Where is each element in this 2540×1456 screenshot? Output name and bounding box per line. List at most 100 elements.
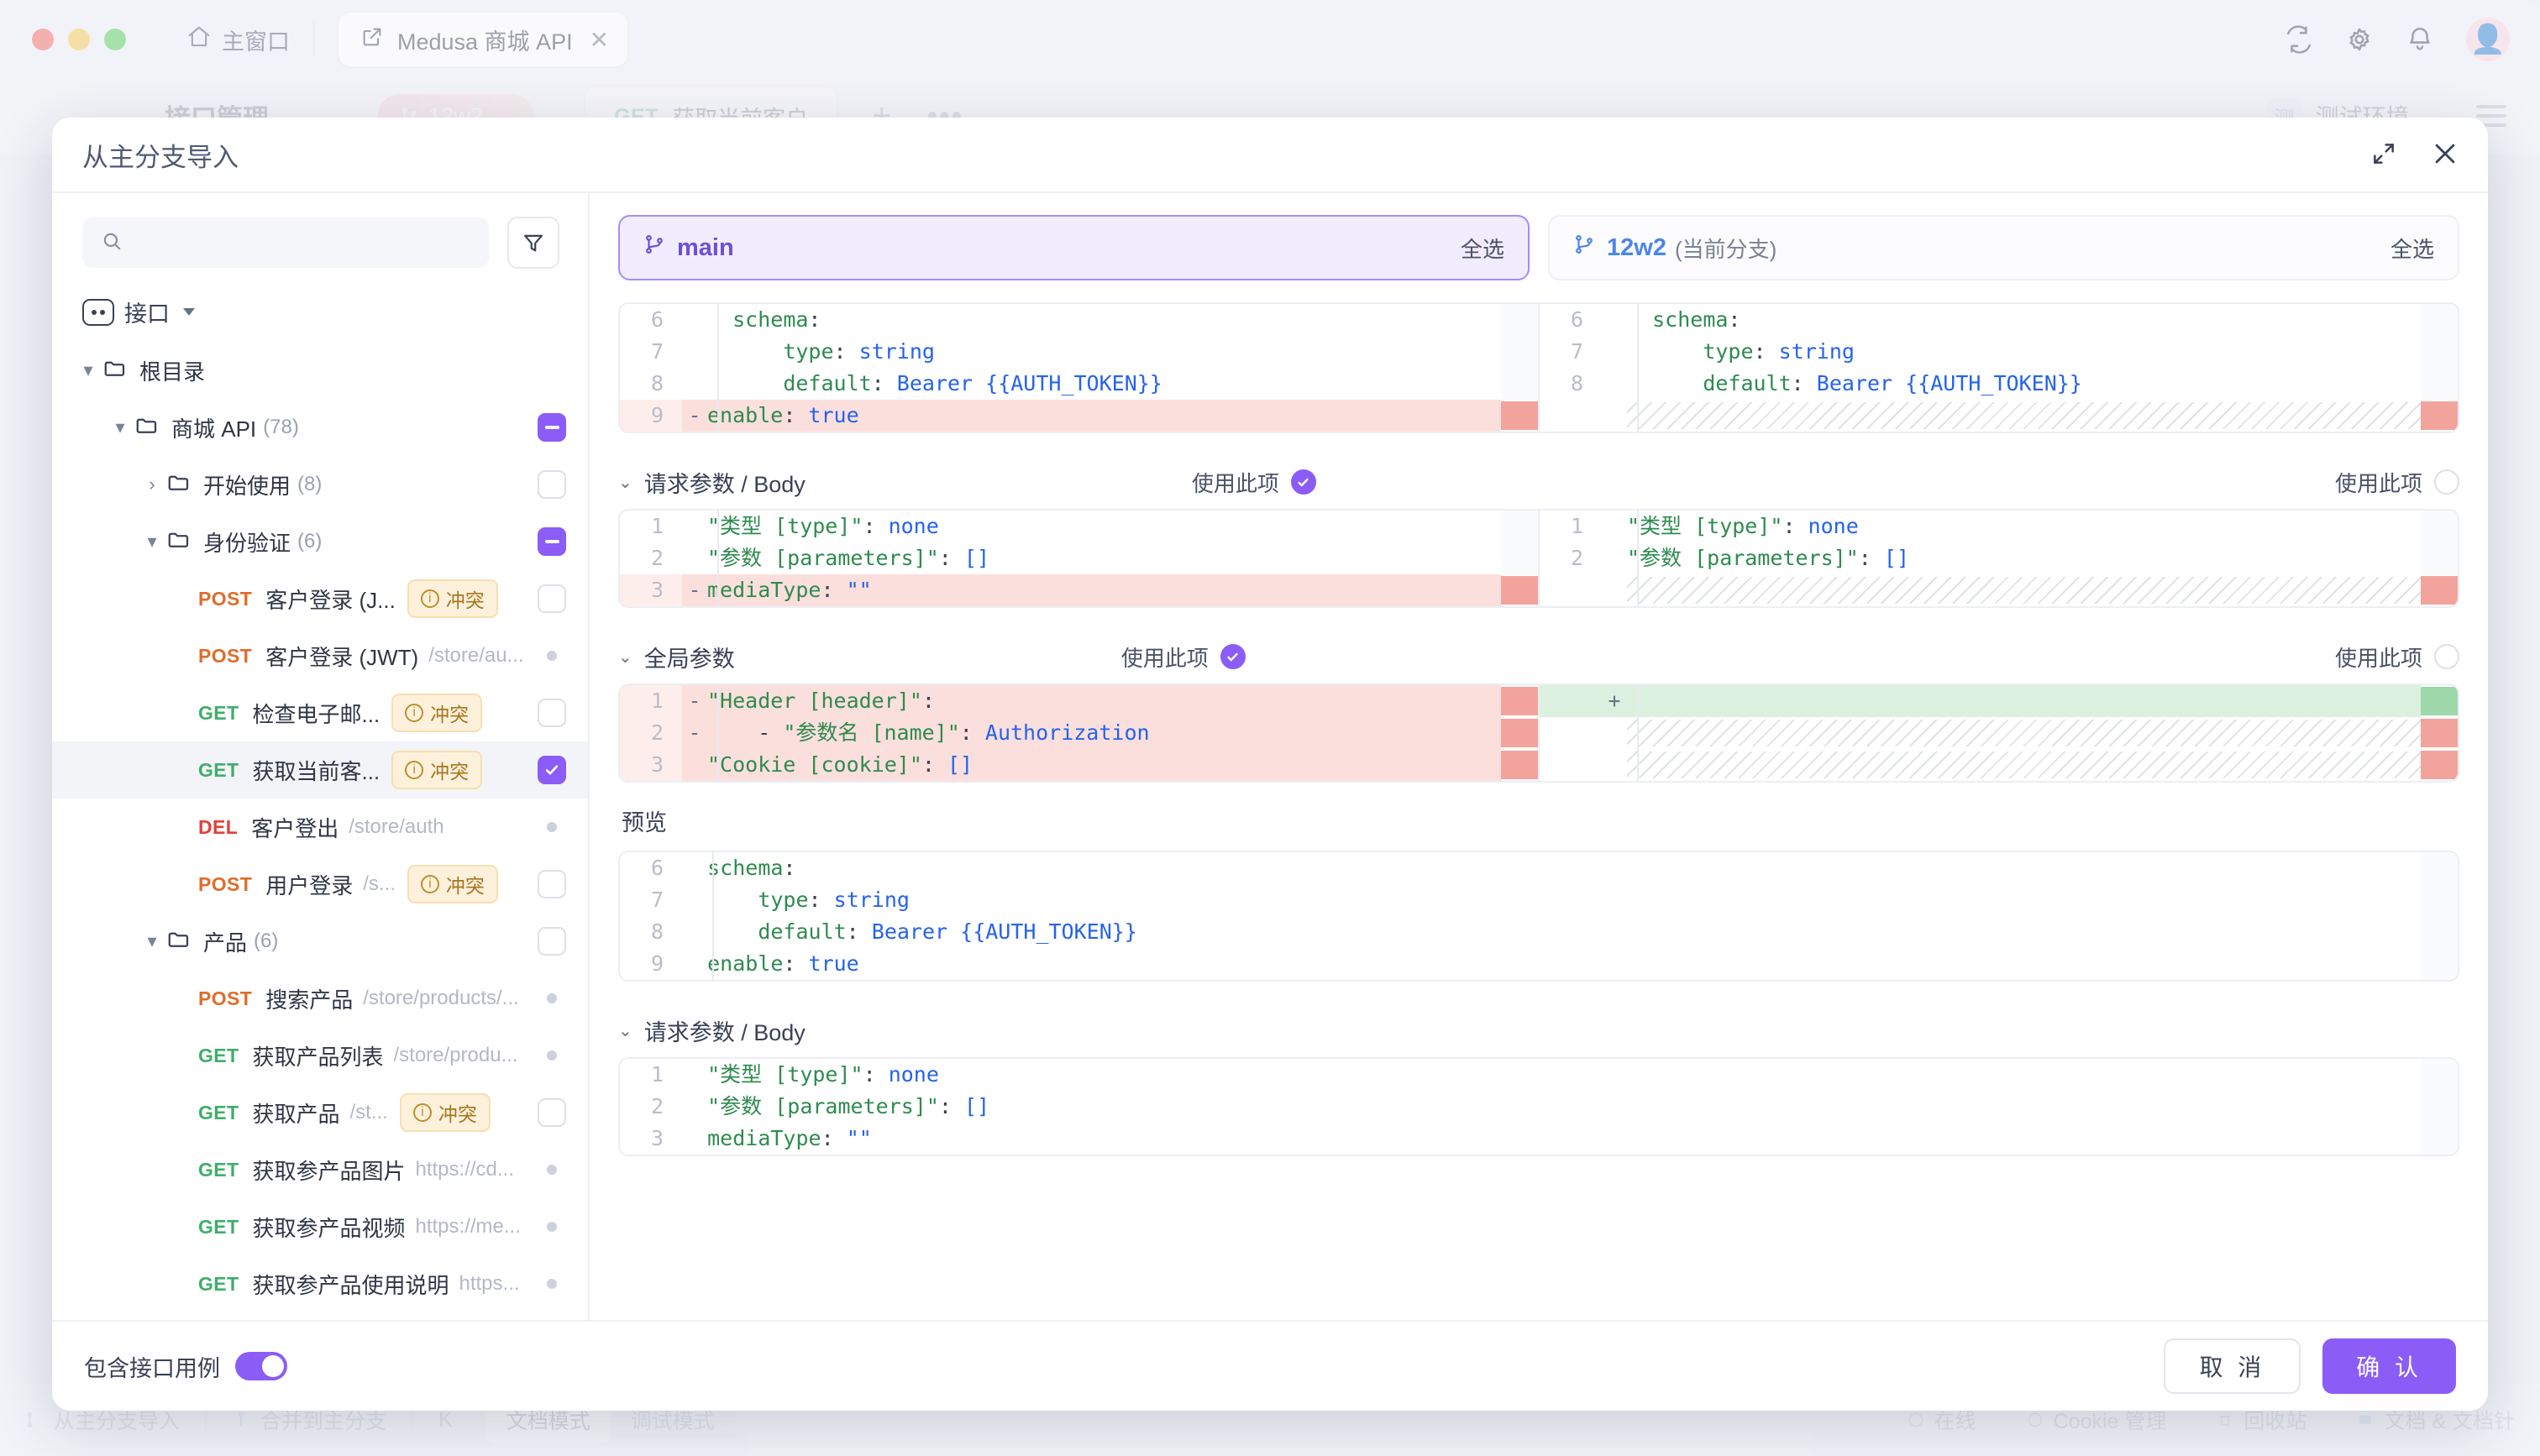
tree-row-checkbox[interactable] [538,756,566,784]
line-number: 6 [650,856,664,880]
chevron-down-icon[interactable]: ▾ [147,531,157,552]
diff-minimap[interactable] [2421,685,2458,781]
resource-kind-label: 接口 [124,301,170,327]
line-number: 3 [620,574,682,606]
status-dot [547,822,557,832]
use-this-radio[interactable] [1220,644,1246,669]
preview-block: 6 schema: 7 type: string 8 default: Bearer… [618,851,2459,982]
preview-body-header[interactable]: ⌄ 请求参数 / Body [618,1003,2459,1057]
code-line [1540,749,2458,781]
preview-minimap[interactable] [2421,852,2458,980]
tree-folder-row[interactable]: ▾ 商城 API (78) [52,399,588,456]
code-token: "类型 [type]" [707,514,863,538]
tree-row-checkbox[interactable] [538,1098,566,1127]
select-all-main[interactable]: 全选 [1460,236,1504,262]
search-input[interactable] [136,229,470,256]
tree-row-checkbox[interactable] [538,470,566,499]
footer-buttons: 取 消 确 认 [2164,1338,2456,1394]
tree-api-row[interactable]: GET 检查电子邮... i 冲突 [52,684,588,741]
tree-api-row[interactable]: DEL 客户登出/store/auth [52,799,588,856]
use-right-version[interactable]: 使用此项 [2335,642,2459,673]
code-text [1627,402,2453,429]
http-method-label: DEL [198,815,239,838]
conflict-badge-label: 冲突 [438,1103,477,1125]
search-box[interactable] [82,217,489,268]
tree-folder-label: 产品 [203,930,248,956]
use-left-version[interactable]: 使用此项 [1192,467,1316,498]
code-token: "类型 [type]" [707,1062,863,1087]
code-token: none [1808,514,1859,538]
chevron-down-icon [183,308,195,316]
include-cases-row[interactable]: 包含接口用例 [84,1350,287,1383]
collapse-icon[interactable] [2370,140,2397,171]
diff-minimap[interactable] [2421,304,2458,432]
use-right-version[interactable]: 使用此项 [2335,467,2459,498]
conflict-badge: i 冲突 [391,751,483,789]
tree-api-row[interactable]: POST 用户登录/s... i 冲突 [52,856,588,913]
code-line: 1 "类型 [type]": none [1540,511,2458,542]
tree-api-label: 获取参产品使用说明 [252,1272,449,1298]
code-token: enable [707,403,784,427]
diff-minimap[interactable] [1501,685,1538,781]
code-text: - "参数名 [name]": Authorization [707,717,1538,749]
code-token: default [758,919,847,944]
tree-row-checkbox[interactable] [538,584,566,613]
tree-api-row[interactable]: GET 获取当前客... i 冲突 [52,741,588,799]
tree-folder-row[interactable]: ▾ 身份验证 (6) [52,513,588,570]
branch-card-main[interactable]: main 全选 [618,215,1530,280]
tree-folder-row[interactable]: › 开始使用 (8) [52,456,588,513]
line-number: 3 [620,749,682,781]
tree-row-checkbox[interactable] [538,927,566,956]
tree-api-row[interactable]: POST 搜索产品/store/products/... [52,970,588,1027]
chevron-right-icon[interactable]: › [149,474,155,495]
folder-icon [134,412,160,443]
use-left-version[interactable]: 使用此项 [1121,642,1246,673]
tree-folder-row[interactable]: ▾ 根目录 [52,342,588,399]
diff-section-header[interactable]: ⌄ 请求参数 / Body 使用此项 使用此项 [618,455,2459,509]
cancel-button[interactable]: 取 消 [2164,1338,2301,1394]
confirm-button[interactable]: 确 认 [2322,1338,2456,1394]
filter-icon[interactable] [507,217,559,269]
close-icon[interactable] [2431,139,2459,172]
include-cases-toggle[interactable] [235,1352,287,1380]
tree-folder-row[interactable]: ▾ 产品 (6) [52,913,588,970]
line-number: 7 [650,339,664,364]
tree-api-row[interactable]: POST 客户登录 (JWT) /store/au... [52,627,588,684]
preview-body-minimap[interactable] [2421,1059,2458,1155]
chevron-down-icon[interactable]: ▾ [115,416,125,437]
tree-api-row[interactable]: GET 获取产品列表/store/produ... [52,1027,588,1084]
diff-minimap[interactable] [2421,511,2458,606]
use-this-label: 使用此项 [1120,645,1209,671]
tree-row-checkbox[interactable] [538,870,566,898]
select-all-current[interactable]: 全选 [2390,236,2434,262]
code-token: : [863,1062,889,1087]
tree-api-label: 获取产品列表 [252,1044,384,1070]
status-dot [547,1279,557,1289]
chevron-down-icon[interactable]: ▾ [83,359,93,380]
tree-api-row[interactable]: GET 获取参产品使用说明 https... [52,1255,588,1312]
diff-minimap[interactable] [1501,511,1538,606]
use-this-radio[interactable] [2434,469,2459,495]
tree-api-row[interactable]: POST 客户登录 (J... i 冲突 [52,570,588,627]
use-this-radio[interactable] [1290,469,1316,495]
diff-minimap[interactable] [1501,304,1538,432]
tree-row-checkbox[interactable] [538,413,566,442]
diff-section-header[interactable]: ⌄ 全局参数 使用此项 使用此项 [618,630,2459,683]
code-line: 7 type: string [620,336,1538,368]
tree-api-path: https... [459,1272,520,1295]
tree-api-row[interactable]: GET 获取产品/st... i 冲突 [52,1084,588,1141]
chevron-down-icon[interactable]: ▾ [147,930,157,951]
code-block: 6 schema: 7 type: string 8 default: Bearer… [620,304,1538,432]
conflict-badge: i 冲突 [399,1093,491,1132]
use-this-radio[interactable] [2434,644,2459,669]
conflict-badge-label: 冲突 [430,704,470,725]
tree-row-checkbox[interactable] [538,527,566,556]
tree-api-row[interactable]: GET 获取参产品图片 https://cd... [52,1141,588,1198]
branch-compare-header: main 全选 12w2 (当前分支) 全选 [618,215,2459,280]
tree-api-row[interactable]: GET 获取参产品视频 https://me... [52,1198,588,1255]
tree-api-label: 客户登出 [251,815,339,841]
preview-code-col: 6 schema: 7 type: string 8 default: Bearer… [620,852,2458,980]
resource-kind-selector[interactable]: 接口 [52,284,588,333]
branch-card-current[interactable]: 12w2 (当前分支) 全选 [1548,215,2459,280]
tree-row-checkbox[interactable] [538,699,566,727]
